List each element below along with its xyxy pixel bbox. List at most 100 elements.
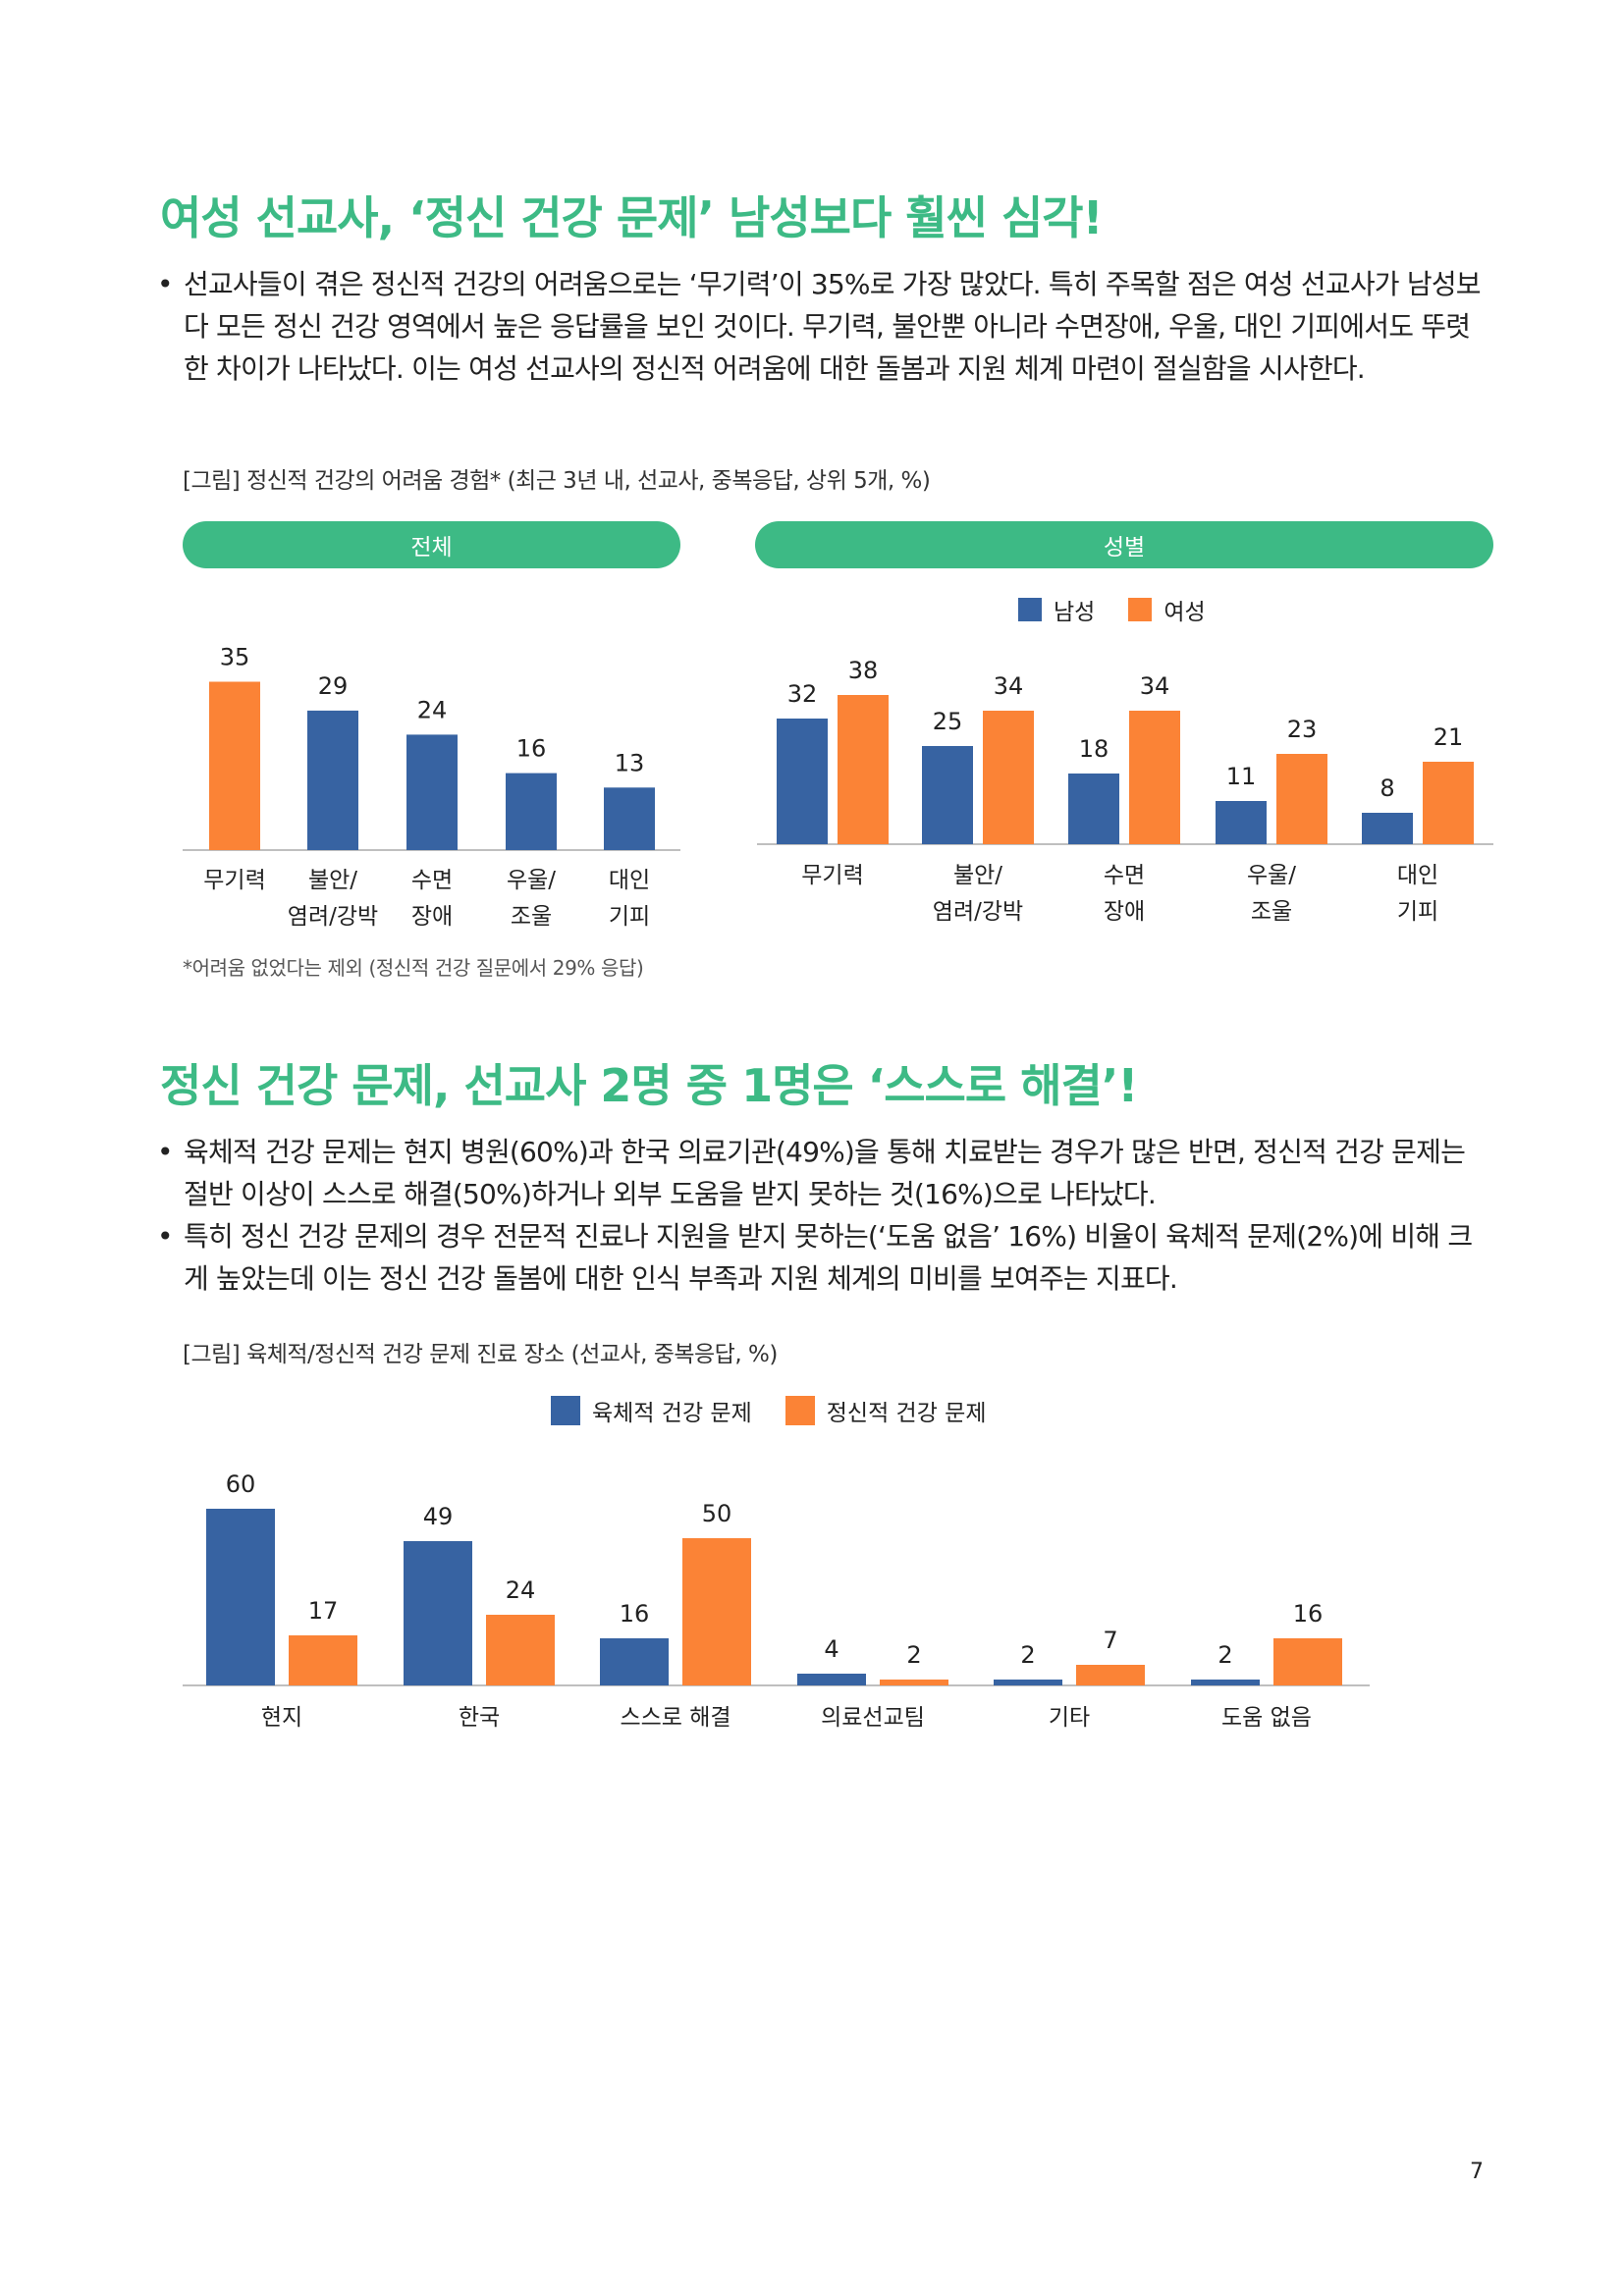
category-label: 조울	[511, 904, 552, 930]
bar	[307, 710, 358, 850]
data-label: 50	[702, 1500, 732, 1527]
category-label: 스스로 해결	[620, 1705, 730, 1731]
section2-bullets: 육체적 건강 문제는 현지 병원(60%)과 한국 의료기관(49%)을 통해 …	[157, 1131, 1492, 1300]
legend-swatch-physical	[551, 1396, 580, 1425]
bar	[1273, 1638, 1342, 1685]
data-label: 2	[906, 1641, 921, 1669]
legend-item-mental: 정신적 건강 문제	[784, 1394, 987, 1427]
chart1-footnote: *어려움 없었다는 제외 (정신적 건강 질문에서 29% 응답)	[183, 956, 644, 980]
bar	[604, 787, 655, 850]
bar	[486, 1615, 555, 1685]
data-label: 34	[1140, 672, 1170, 700]
bar	[922, 746, 973, 844]
section1-title: 여성 선교사, ‘정신 건강 문제’ 남성보다 훨씬 심각!	[160, 191, 1104, 244]
category-label: 우울/	[1247, 863, 1296, 888]
bar	[1362, 813, 1413, 844]
category-label: 수면	[411, 868, 453, 893]
data-label: 11	[1226, 763, 1257, 790]
bar	[1129, 711, 1180, 844]
data-label: 17	[308, 1597, 339, 1625]
bar	[983, 711, 1034, 844]
legend-swatch-mental	[784, 1396, 815, 1425]
pill-total: 전체	[183, 521, 680, 568]
data-label: 25	[933, 708, 963, 735]
legend-label-male: 남성	[1054, 600, 1096, 625]
data-label: 16	[516, 735, 547, 763]
chart1-caption: [그림] 정신적 건강의 어려움 경험* (최근 3년 내, 선교사, 중복응답…	[183, 468, 931, 494]
category-label: 불안/	[308, 868, 357, 893]
data-label: 38	[848, 657, 879, 684]
data-label: 34	[994, 672, 1024, 700]
data-label: 13	[615, 749, 645, 776]
category-label: 불안/	[953, 863, 1002, 888]
legend-swatch-male	[1018, 598, 1042, 621]
legend-label-female: 여성	[1163, 600, 1206, 625]
category-label: 기피	[609, 904, 650, 930]
bar	[838, 695, 889, 844]
bar	[506, 773, 557, 850]
data-label: 32	[787, 680, 818, 708]
data-label: 60	[226, 1470, 256, 1498]
category-label: 기타	[1049, 1705, 1090, 1731]
data-label: 8	[1380, 774, 1394, 802]
bar	[777, 719, 828, 844]
bar	[1076, 1665, 1145, 1685]
bar	[1068, 774, 1119, 844]
legend-item-male: 남성	[1018, 593, 1095, 626]
chart2-legend: 남성 여성	[1018, 593, 1239, 626]
data-label: 4	[824, 1635, 839, 1663]
data-label: 35	[220, 644, 250, 671]
bar	[600, 1638, 669, 1685]
category-label: 현지	[261, 1705, 302, 1731]
category-label: 염려/강박	[288, 904, 378, 930]
data-label: 16	[1293, 1600, 1324, 1628]
category-label: 염려/강박	[933, 899, 1023, 925]
bar	[682, 1538, 751, 1685]
bar	[1191, 1680, 1260, 1685]
section2-bullet: 특히 정신 건강 문제의 경우 전문적 진료나 지원을 받지 못하는(‘도움 없…	[157, 1215, 1492, 1300]
bar	[206, 1509, 275, 1685]
category-label: 수면	[1104, 863, 1145, 888]
data-label: 16	[620, 1600, 650, 1628]
category-label: 대인	[609, 868, 650, 893]
data-label: 7	[1103, 1627, 1117, 1654]
data-label: 24	[506, 1576, 536, 1604]
category-label: 장애	[411, 904, 453, 930]
bar	[797, 1674, 866, 1685]
category-label: 무기력	[801, 863, 863, 888]
bar	[406, 734, 458, 850]
bar	[1216, 801, 1267, 844]
chart3-caption: [그림] 육체적/정신적 건강 문제 진료 장소 (선교사, 중복응답, %)	[183, 1342, 778, 1367]
data-label: 2	[1217, 1641, 1232, 1669]
section2-title: 정신 건강 문제, 선교사 2명 중 1명은 ‘스스로 해결’!	[160, 1059, 1138, 1112]
category-label: 조울	[1251, 899, 1292, 925]
bar	[880, 1680, 948, 1685]
category-label: 무기력	[203, 868, 265, 893]
section1-bullets: 선교사들이 겪은 정신적 건강의 어려움으로는 ‘무기력’이 35%로 가장 많…	[157, 263, 1492, 390]
category-label: 우울/	[507, 868, 556, 893]
category-label: 기피	[1397, 899, 1438, 925]
data-label: 21	[1434, 723, 1464, 751]
bar	[1276, 754, 1327, 844]
legend-item-physical: 육체적 건강 문제	[551, 1394, 752, 1427]
bar	[289, 1635, 357, 1685]
pill-gender: 성별	[755, 521, 1493, 568]
legend-label-mental: 정신적 건강 문제	[826, 1401, 987, 1426]
data-label: 49	[423, 1503, 454, 1530]
bar	[209, 681, 260, 850]
data-label: 29	[318, 672, 349, 700]
category-label: 대인	[1397, 863, 1438, 888]
category-label: 도움 없음	[1221, 1705, 1312, 1731]
data-label: 18	[1079, 735, 1109, 763]
bar	[994, 1680, 1062, 1685]
data-label: 24	[417, 696, 448, 723]
legend-label-physical: 육체적 건강 문제	[592, 1401, 752, 1426]
data-label: 23	[1287, 716, 1318, 743]
category-label: 의료선교팀	[821, 1705, 925, 1731]
section1-bullet: 선교사들이 겪은 정신적 건강의 어려움으로는 ‘무기력’이 35%로 가장 많…	[157, 263, 1492, 390]
data-label: 2	[1020, 1641, 1035, 1669]
page-number: 7	[1470, 2160, 1484, 2184]
section2-bullet: 육체적 건강 문제는 현지 병원(60%)과 한국 의료기관(49%)을 통해 …	[157, 1131, 1492, 1215]
chart3-legend: 육체적 건강 문제 정신적 건강 문제	[551, 1394, 1020, 1427]
